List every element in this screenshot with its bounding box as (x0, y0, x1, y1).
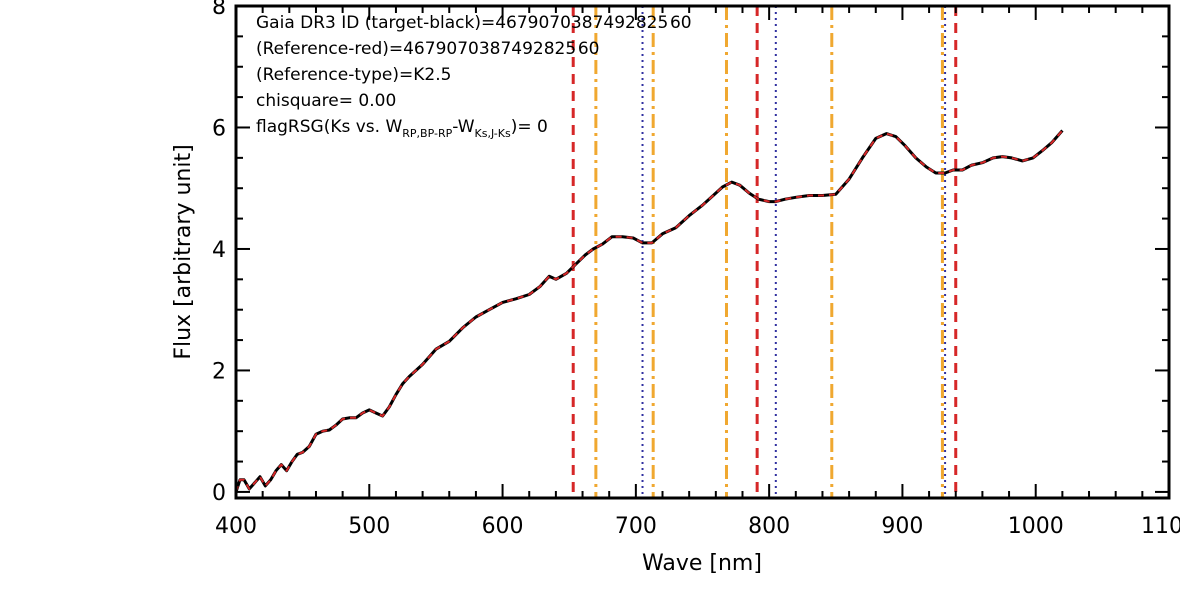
x-tick-label: 1000 (1008, 514, 1064, 539)
y-tick-label: 8 (212, 0, 226, 20)
annotation-block: Gaia DR3 ID (target-black)=4679070387492… (256, 13, 692, 140)
series-line-reference (236, 129, 1064, 493)
y-tick-label: 2 (212, 359, 226, 384)
y-tick-label: 0 (212, 481, 226, 506)
flag-sub1: RP,BP-RP (402, 127, 452, 140)
y-tick-label: 4 (212, 238, 226, 263)
vertical-lines (571, 6, 958, 498)
flag-sub2: Ks,J-Ks (475, 127, 511, 140)
y-tick-labels: 0 2 4 6 8 (212, 0, 226, 506)
x-tick-label: 400 (215, 514, 257, 539)
series-lines (236, 129, 1064, 493)
x-axis-label: Wave [nm] (642, 551, 762, 576)
annotation-flag-rsg: flagRSG(Ks vs. WRP,BP-RP-WKs,J-Ks)= 0 (256, 117, 548, 140)
flag-prefix: flagRSG(Ks vs. W (256, 117, 402, 137)
x-tick-label: 500 (348, 514, 390, 539)
x-tick-label: 900 (881, 514, 923, 539)
annotation-reference-red: (Reference-red)=4679070387492825 60 (256, 39, 600, 59)
annotation-reference-type: (Reference-type)=K2.5 (256, 65, 451, 85)
annotation-chisquare: chisquare= 0.00 (256, 91, 396, 111)
flag-suffix: )= 0 (511, 117, 548, 137)
flag-mid: -W (452, 117, 474, 137)
series-line-target (236, 129, 1064, 493)
plot-frame (234, 4, 1171, 500)
annotation-gaia-id: Gaia DR3 ID (target-black)=4679070387492… (256, 13, 692, 33)
y-tick-label: 6 (212, 116, 226, 141)
x-tick-label: 700 (615, 514, 657, 539)
x-tick-label: 600 (482, 514, 524, 539)
y-axis-label: Flux [arbitrary unit] (171, 144, 196, 359)
x-tick-label: 800 (748, 514, 790, 539)
axis-ticks (235, 5, 1170, 498)
